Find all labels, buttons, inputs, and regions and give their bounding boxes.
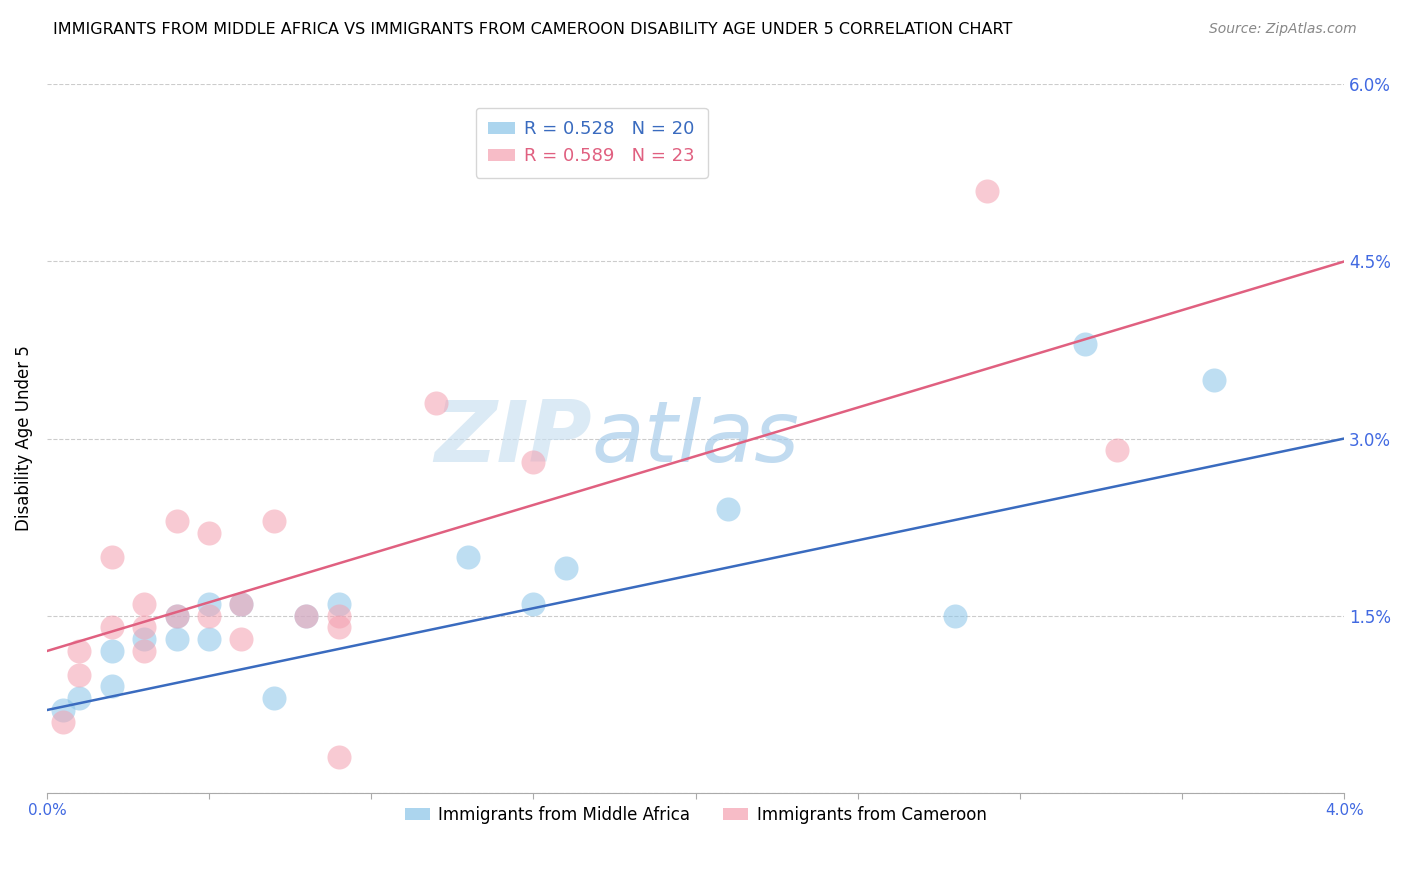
Point xyxy=(976,184,998,198)
Y-axis label: Disability Age Under 5: Disability Age Under 5 xyxy=(15,345,32,532)
Point xyxy=(166,514,188,528)
Point xyxy=(295,608,318,623)
Point xyxy=(328,750,350,764)
Point xyxy=(67,667,90,681)
Point xyxy=(231,597,253,611)
Point xyxy=(328,608,350,623)
Point xyxy=(1204,372,1226,386)
Point xyxy=(134,620,156,634)
Point xyxy=(100,549,122,564)
Point xyxy=(198,597,221,611)
Point xyxy=(554,561,576,575)
Point xyxy=(295,608,318,623)
Point xyxy=(134,644,156,658)
Point xyxy=(198,632,221,647)
Point xyxy=(231,632,253,647)
Legend: Immigrants from Middle Africa, Immigrants from Cameroon: Immigrants from Middle Africa, Immigrant… xyxy=(395,796,997,834)
Point xyxy=(231,597,253,611)
Point xyxy=(166,608,188,623)
Point xyxy=(67,644,90,658)
Point xyxy=(100,680,122,694)
Point xyxy=(263,691,285,706)
Point xyxy=(522,597,544,611)
Text: IMMIGRANTS FROM MIDDLE AFRICA VS IMMIGRANTS FROM CAMEROON DISABILITY AGE UNDER 5: IMMIGRANTS FROM MIDDLE AFRICA VS IMMIGRA… xyxy=(53,22,1012,37)
Point xyxy=(943,608,966,623)
Point xyxy=(328,620,350,634)
Point xyxy=(425,396,447,410)
Point xyxy=(1073,337,1095,351)
Point xyxy=(134,632,156,647)
Point xyxy=(1107,443,1129,458)
Point xyxy=(100,644,122,658)
Point xyxy=(166,632,188,647)
Text: atlas: atlas xyxy=(592,397,800,480)
Point xyxy=(67,691,90,706)
Point xyxy=(263,514,285,528)
Point xyxy=(457,549,479,564)
Point xyxy=(100,620,122,634)
Point xyxy=(52,703,75,717)
Point xyxy=(522,455,544,469)
Point xyxy=(166,608,188,623)
Point xyxy=(328,597,350,611)
Point xyxy=(134,597,156,611)
Point xyxy=(52,714,75,729)
Text: ZIP: ZIP xyxy=(434,397,592,480)
Text: Source: ZipAtlas.com: Source: ZipAtlas.com xyxy=(1209,22,1357,37)
Point xyxy=(717,502,740,516)
Point xyxy=(198,526,221,541)
Point xyxy=(198,608,221,623)
